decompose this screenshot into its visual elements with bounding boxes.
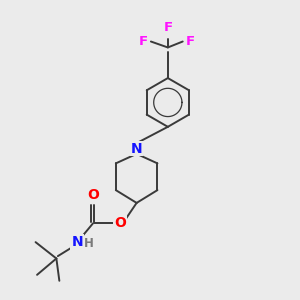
Text: N: N <box>71 235 83 248</box>
Text: O: O <box>88 188 100 203</box>
Text: F: F <box>186 35 195 48</box>
Text: F: F <box>139 35 148 48</box>
Text: H: H <box>83 237 93 250</box>
Text: F: F <box>163 21 172 34</box>
Text: N: N <box>131 142 142 155</box>
Text: O: O <box>114 216 126 230</box>
